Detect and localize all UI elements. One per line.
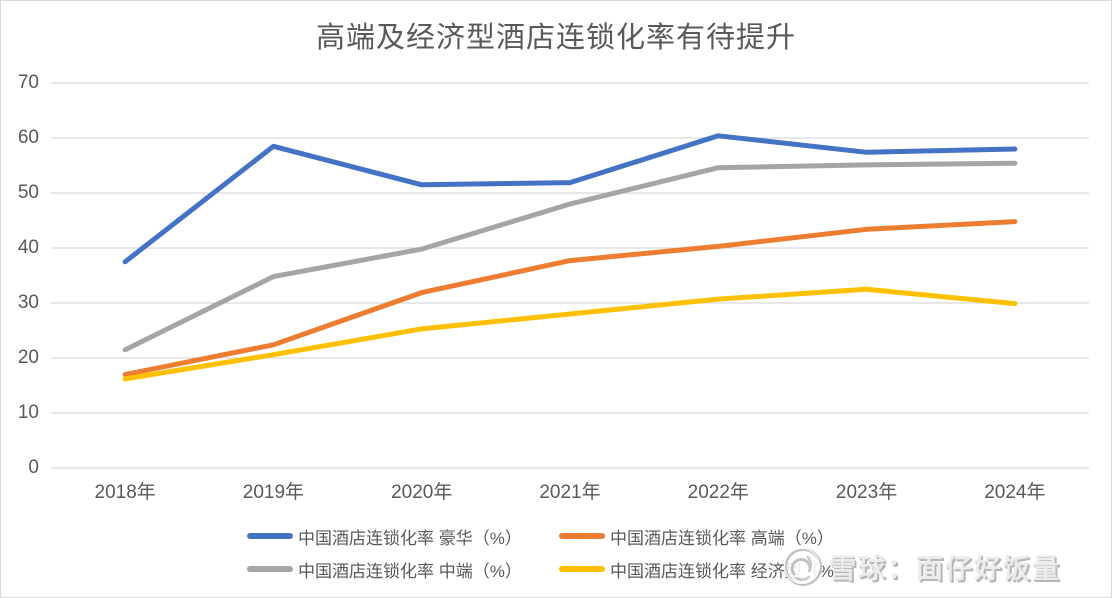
legend-label: 中国酒店连锁化率 豪华（%） xyxy=(298,528,522,548)
xueqiu-snowball-logo-icon xyxy=(784,548,822,586)
y-axis-tick-label: 20 xyxy=(17,347,39,368)
y-axis-tick-label: 40 xyxy=(17,237,39,258)
x-axis-tick-label: 2023年 xyxy=(835,482,898,503)
x-axis-tick-label: 2022年 xyxy=(687,482,749,503)
y-axis-tick-label: 60 xyxy=(17,127,39,148)
y-axis-tick-label: 70 xyxy=(17,72,39,93)
y-axis-tick-label: 50 xyxy=(17,182,39,203)
series-line-upscale xyxy=(122,219,1018,377)
chart-title: 高端及经济型酒店连锁化率有待提升 xyxy=(315,22,796,54)
legend-label: 中国酒店连锁化率 高端（%） xyxy=(610,528,834,548)
legend-item-luxury: 中国酒店连锁化率 豪华（%） xyxy=(247,525,522,548)
watermark: 雪球：面仔好饭量 xyxy=(782,545,1061,588)
y-axis-tick-label: 0 xyxy=(28,457,39,478)
legend-item-midscale: 中国酒店连锁化率 中端（%） xyxy=(247,558,522,581)
x-axis-tick-label: 2018年 xyxy=(94,482,156,503)
y-axis-tick-label: 10 xyxy=(17,402,39,423)
watermark-source-label: 雪球：面仔好饭量 xyxy=(829,554,1061,584)
x-axis-tick-label: 2019年 xyxy=(242,482,305,503)
x-axis-tick-label: 2020年 xyxy=(391,482,453,503)
x-axis-tick-label: 2021年 xyxy=(539,482,601,503)
legend-item-upscale: 中国酒店连锁化率 高端（%） xyxy=(559,525,834,548)
legend-swatch-midscale xyxy=(247,566,293,572)
legend-swatch-economy xyxy=(559,566,605,572)
legend-label: 中国酒店连锁化率 中端（%） xyxy=(298,561,522,581)
legend-swatch-upscale xyxy=(559,533,605,539)
series-line-midscale xyxy=(122,160,1018,353)
x-axis-tick-label: 2024年 xyxy=(984,482,1046,503)
legend-swatch-luxury xyxy=(247,533,293,539)
series-line-luxury xyxy=(122,133,1018,265)
series-line-economy xyxy=(122,286,1018,382)
y-axis-tick-label: 30 xyxy=(17,292,39,313)
